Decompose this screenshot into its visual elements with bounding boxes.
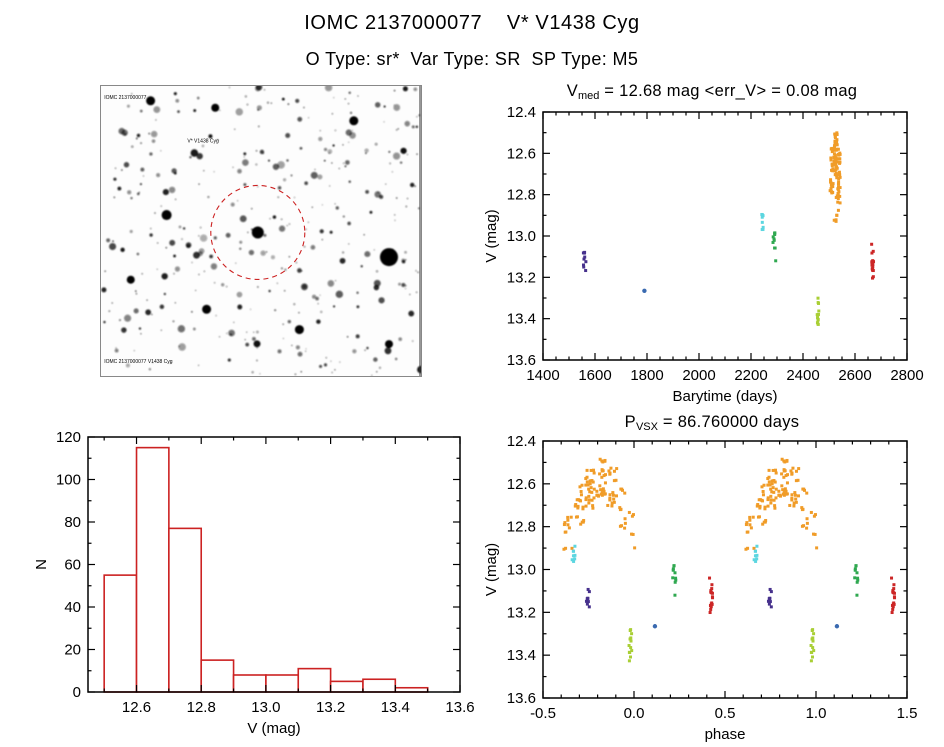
svg-text:1.5: 1.5	[897, 705, 918, 722]
svg-text:13.2: 13.2	[507, 604, 536, 621]
svg-text:12.8: 12.8	[507, 187, 536, 204]
svg-text:13.2: 13.2	[316, 699, 345, 716]
svg-text:2200: 2200	[734, 367, 767, 384]
phase-svg: -0.5 0.0 0.5 1.0 1.5 12.4 12.6 12.8 13.0 13.2 13.4…	[483, 433, 918, 743]
finder-annotation: IOMC 2137000077	[104, 95, 146, 101]
svg-text:1400: 1400	[526, 367, 559, 384]
svg-text:13.6: 13.6	[507, 352, 536, 369]
histogram-chart: 12.6 12.8 13.0 13.2 13.4 13.6 0 20 40 60 80 100 120 V…	[30, 429, 480, 740]
svg-text:13.0: 13.0	[507, 562, 536, 579]
svg-text:12.8: 12.8	[187, 699, 216, 716]
svg-text:20: 20	[64, 642, 81, 659]
finder-annotation: V* V1438 Cyg	[187, 139, 219, 145]
svg-text:120: 120	[56, 430, 81, 446]
svg-text:0.0: 0.0	[624, 705, 645, 722]
lightcurve-svg: 1400 1600 1800 2000 2200 2400 2600 2800 12.4 12.6…	[483, 104, 924, 405]
svg-text:12.4: 12.4	[507, 435, 536, 450]
svg-text:phase: phase	[705, 726, 746, 743]
svg-text:12.6: 12.6	[507, 145, 536, 162]
lightcurve-plot: 1400 1600 1800 2000 2200 2400 2600 2800 12.4 12.6…	[480, 104, 944, 417]
svg-text:2000: 2000	[682, 367, 715, 384]
svg-text:0.5: 0.5	[715, 705, 736, 722]
svg-text:12.8: 12.8	[507, 519, 536, 536]
svg-text:2400: 2400	[786, 367, 819, 384]
finder-svg: IOMC 2137000077 V* V1438 Cyg IOMC 21370000…	[101, 83, 425, 376]
svg-text:1600: 1600	[578, 367, 611, 384]
lightcurve-title-rest: = 12.68 mag <err_V> = 0.08 mag	[599, 82, 858, 100]
svg-text:13.0: 13.0	[251, 699, 280, 716]
finder-annotation: IOMC 2137000077 V1438 Cyg	[104, 359, 173, 365]
target-circle	[210, 184, 306, 280]
svg-text:13.0: 13.0	[507, 228, 536, 245]
lightcurve-title-subscript: med	[578, 90, 600, 102]
histogram-plot: 12.6 12.8 13.0 13.2 13.4 13.6 0 20 40 60 80 100 120 V…	[30, 429, 480, 745]
svg-text:V (mag): V (mag)	[483, 209, 500, 262]
svg-text:40: 40	[64, 599, 81, 616]
page-title: IOMC 2137000077 V* V1438 Cyg	[304, 12, 640, 34]
svg-text:13.2: 13.2	[507, 269, 536, 286]
lightcurve-chart: Vmed = 12.68 mag <err_V> = 0.08 mag 1400…	[480, 82, 944, 414]
svg-text:12.6: 12.6	[122, 699, 151, 716]
page-subtitle: O Type: sr* Var Type: SR SP Type: M5	[305, 49, 639, 69]
svg-text:13.4: 13.4	[507, 311, 536, 328]
phase-chart: PVSX = 86.760000 days -0.5 0.0 0.5 1.0 1.5 12…	[480, 413, 944, 747]
svg-text:V (mag): V (mag)	[247, 720, 300, 737]
svg-text:13.6: 13.6	[445, 699, 474, 716]
lightcurve-title: Vmed = 12.68 mag <err_V> = 0.08 mag	[480, 82, 944, 104]
svg-text:-0.5: -0.5	[530, 705, 556, 722]
svg-text:0: 0	[73, 684, 81, 701]
phase-title-subscript: VSX	[635, 421, 658, 433]
svg-text:V (mag): V (mag)	[483, 543, 500, 596]
svg-text:100: 100	[56, 472, 81, 489]
svg-text:2600: 2600	[838, 367, 871, 384]
phase-title-main: P	[624, 413, 636, 431]
phase-plot: -0.5 0.0 0.5 1.0 1.5 12.4 12.6 12.8 13.0 13.2 13.4…	[480, 433, 944, 747]
svg-text:Barytime (days): Barytime (days)	[672, 388, 777, 405]
svg-text:1800: 1800	[630, 367, 663, 384]
finder-image: IOMC 2137000077 V* V1438 Cyg IOMC 21370000…	[100, 83, 425, 377]
phase-title: PVSX = 86.760000 days	[480, 413, 944, 435]
svg-text:N: N	[33, 559, 50, 570]
svg-text:2800: 2800	[890, 367, 923, 384]
svg-text:12.6: 12.6	[507, 476, 536, 493]
svg-text:60: 60	[64, 557, 81, 574]
svg-text:1.0: 1.0	[806, 705, 827, 722]
phase-title-rest: = 86.760000 days	[657, 413, 800, 431]
svg-text:13.6: 13.6	[507, 690, 536, 707]
svg-text:12.4: 12.4	[507, 104, 536, 121]
svg-text:80: 80	[64, 514, 81, 531]
svg-text:13.4: 13.4	[381, 699, 410, 716]
svg-text:13.4: 13.4	[507, 647, 536, 664]
lightcurve-title-main: V	[566, 82, 578, 100]
histogram-svg: 12.6 12.8 13.0 13.2 13.4 13.6 0 20 40 60 80 100 120 V…	[33, 429, 475, 737]
